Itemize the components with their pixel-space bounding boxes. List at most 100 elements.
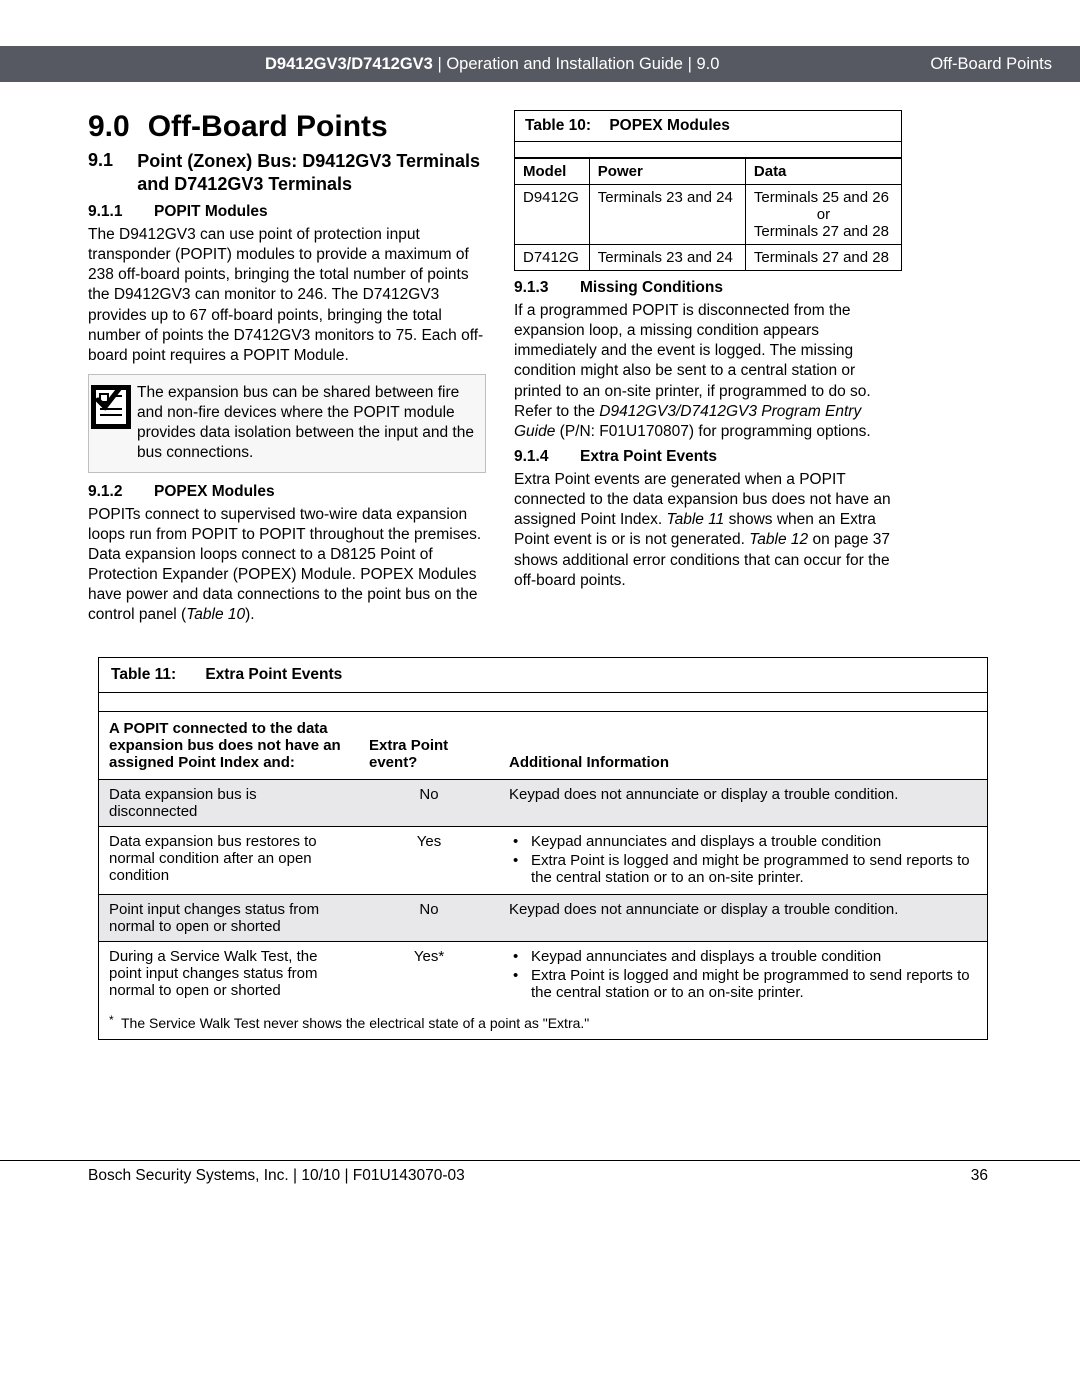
list-item: Extra Point is logged and might be progr… — [509, 852, 977, 886]
note-box: The expansion bus can be shared between … — [88, 374, 486, 473]
p914-ref1: Table 11 — [667, 511, 725, 528]
list-item: Extra Point is logged and might be progr… — [509, 967, 977, 1001]
table-row: A POPIT connected to the data expansion … — [99, 712, 987, 780]
h3-number: 9.1.4 — [514, 448, 558, 466]
table-row: Data expansion bus restores to normal co… — [99, 827, 987, 895]
table-10-spacer — [515, 142, 901, 158]
table-row: D9412G Terminals 23 and 24 Terminals 25 … — [515, 185, 901, 245]
section-9-1-3-heading: 9.1.3 Missing Conditions — [514, 279, 902, 297]
t10-label: Table 10: — [525, 117, 605, 135]
table-row: D7412G Terminals 23 and 24 Terminals 27 … — [515, 245, 901, 271]
page-footer: Bosch Security Systems, Inc. | 10/10 | F… — [0, 1160, 1080, 1185]
table-11-area: Table 11: Extra Point Events A POPIT con… — [0, 657, 1080, 1040]
h3-text: Extra Point Events — [580, 448, 717, 466]
p-913: If a programmed POPIT is disconnected fr… — [514, 301, 902, 442]
h3-text: POPIT Modules — [154, 203, 268, 221]
p913-c: (P/N: F01U170807) for programming option… — [555, 423, 870, 440]
section-9-1-2-heading: 9.1.2 POPEX Modules — [88, 483, 486, 501]
t11-c2: No — [359, 895, 499, 942]
h2-text: Point (Zonex) Bus: D9412GV3 Terminals an… — [137, 150, 486, 195]
t11-c2: Yes — [359, 827, 499, 895]
t10-model: D9412G — [515, 185, 589, 245]
checklist-icon — [89, 383, 133, 431]
t10-data-l2: or — [754, 206, 893, 223]
h3-number: 9.1.2 — [88, 483, 132, 501]
table-10: Table 10: POPEX Modules Model Power Data… — [514, 110, 902, 271]
section-9-1-1-heading: 9.1.1 POPIT Modules — [88, 203, 486, 221]
t10-h-model: Model — [515, 159, 589, 185]
table-row: Point input changes status from normal t… — [99, 895, 987, 942]
t10-text: POPEX Modules — [609, 117, 730, 134]
p914-ref2: Table 12 — [749, 531, 808, 548]
table-10-grid: Model Power Data D9412G Terminals 23 and… — [515, 158, 901, 270]
t11-c3: Keypad annunciates and displays a troubl… — [499, 827, 987, 895]
p-911: The D9412GV3 can use point of protection… — [88, 225, 486, 366]
table-10-caption: Table 10: POPEX Modules — [515, 111, 901, 142]
t10-power: Terminals 23 and 24 — [589, 185, 745, 245]
t11-h2: Extra Point event? — [359, 712, 499, 780]
t10-data: Terminals 25 and 26 or Terminals 27 and … — [745, 185, 901, 245]
h3-number: 9.1.3 — [514, 279, 558, 297]
left-column: 9.0 Off-Board Points 9.1 Point (Zonex) B… — [88, 110, 486, 631]
table-row: Data expansion bus is disconnected No Ke… — [99, 780, 987, 827]
p912-c: ). — [245, 606, 254, 623]
t11-c2-val: Yes* — [414, 948, 444, 965]
header-product-bold: D9412GV3/D7412GV3 — [265, 55, 433, 73]
table-11-spacer — [99, 692, 987, 712]
note-text: The expansion bus can be shared between … — [133, 375, 485, 472]
t11-h1: A POPIT connected to the data expansion … — [99, 712, 359, 780]
page-header: D9412GV3/D7412GV3 | Operation and Instal… — [0, 46, 1080, 82]
t10-data-l1: Terminals 25 and 26 — [754, 189, 893, 206]
t11-c2: Yes* — [359, 942, 499, 1010]
footer-left: Bosch Security Systems, Inc. | 10/10 | F… — [88, 1167, 465, 1185]
section-9-heading: 9.0 Off-Board Points — [88, 110, 486, 144]
t11-c3: Keypad annunciates and displays a troubl… — [499, 942, 987, 1010]
list-item: Keypad annunciates and displays a troubl… — [509, 948, 977, 965]
section-9-1-heading: 9.1 Point (Zonex) Bus: D9412GV3 Terminal… — [88, 150, 486, 195]
t11-h3: Additional Information — [499, 712, 987, 780]
t10-data: Terminals 27 and 28 — [745, 245, 901, 271]
h3-text: POPEX Modules — [154, 483, 275, 501]
t11-c1: Point input changes status from normal t… — [99, 895, 359, 942]
section-9-1-4-heading: 9.1.4 Extra Point Events — [514, 448, 902, 466]
footnote-star: * — [109, 1013, 114, 1027]
footer-page-number: 36 — [971, 1167, 988, 1185]
t11-c2: No — [359, 780, 499, 827]
t10-power: Terminals 23 and 24 — [589, 245, 745, 271]
p912-ref: Table 10 — [186, 606, 245, 623]
table-11-footnote: * The Service Walk Test never shows the … — [99, 1009, 987, 1039]
h3-text: Missing Conditions — [580, 279, 723, 297]
t11-text: Extra Point Events — [205, 666, 342, 683]
t11-c3: Keypad does not annunciate or display a … — [499, 895, 987, 942]
t11-label: Table 11: — [111, 666, 201, 684]
t11-c3: Keypad does not annunciate or display a … — [499, 780, 987, 827]
table-row: During a Service Walk Test, the point in… — [99, 942, 987, 1010]
t10-h-data: Data — [745, 159, 901, 185]
t11-c1: Data expansion bus is disconnected — [99, 780, 359, 827]
t10-data-l3: Terminals 27 and 28 — [754, 223, 893, 240]
table-row: Model Power Data — [515, 159, 901, 185]
h2-number: 9.1 — [88, 150, 115, 171]
note-icon-cell — [89, 375, 133, 472]
p-914: Extra Point events are generated when a … — [514, 470, 902, 591]
header-product-rest: | Operation and Installation Guide | 9.0 — [433, 55, 720, 73]
table-11-grid: A POPIT connected to the data expansion … — [99, 712, 987, 1009]
list-item: Keypad annunciates and displays a troubl… — [509, 833, 977, 850]
right-column: Table 10: POPEX Modules Model Power Data… — [514, 110, 902, 631]
header-right: Off-Board Points — [930, 55, 1052, 74]
t10-model: D7412G — [515, 245, 589, 271]
h1-text: Off-Board Points — [148, 110, 388, 144]
p912-a: POPITs connect to supervised two-wire da… — [88, 506, 481, 624]
footnote-text: The Service Walk Test never shows the el… — [121, 1015, 589, 1031]
table-11-caption: Table 11: Extra Point Events — [99, 658, 987, 692]
table-11: Table 11: Extra Point Events A POPIT con… — [98, 657, 988, 1040]
t11-c1: Data expansion bus restores to normal co… — [99, 827, 359, 895]
t11-c1: During a Service Walk Test, the point in… — [99, 942, 359, 1010]
h3-number: 9.1.1 — [88, 203, 132, 221]
p-912: POPITs connect to supervised two-wire da… — [88, 505, 486, 626]
header-left: D9412GV3/D7412GV3 | Operation and Instal… — [0, 55, 719, 74]
t10-h-power: Power — [589, 159, 745, 185]
bullet-list: Keypad annunciates and displays a troubl… — [509, 948, 977, 1001]
h1-number: 9.0 — [88, 110, 130, 144]
content-columns: 9.0 Off-Board Points 9.1 Point (Zonex) B… — [0, 82, 1080, 631]
